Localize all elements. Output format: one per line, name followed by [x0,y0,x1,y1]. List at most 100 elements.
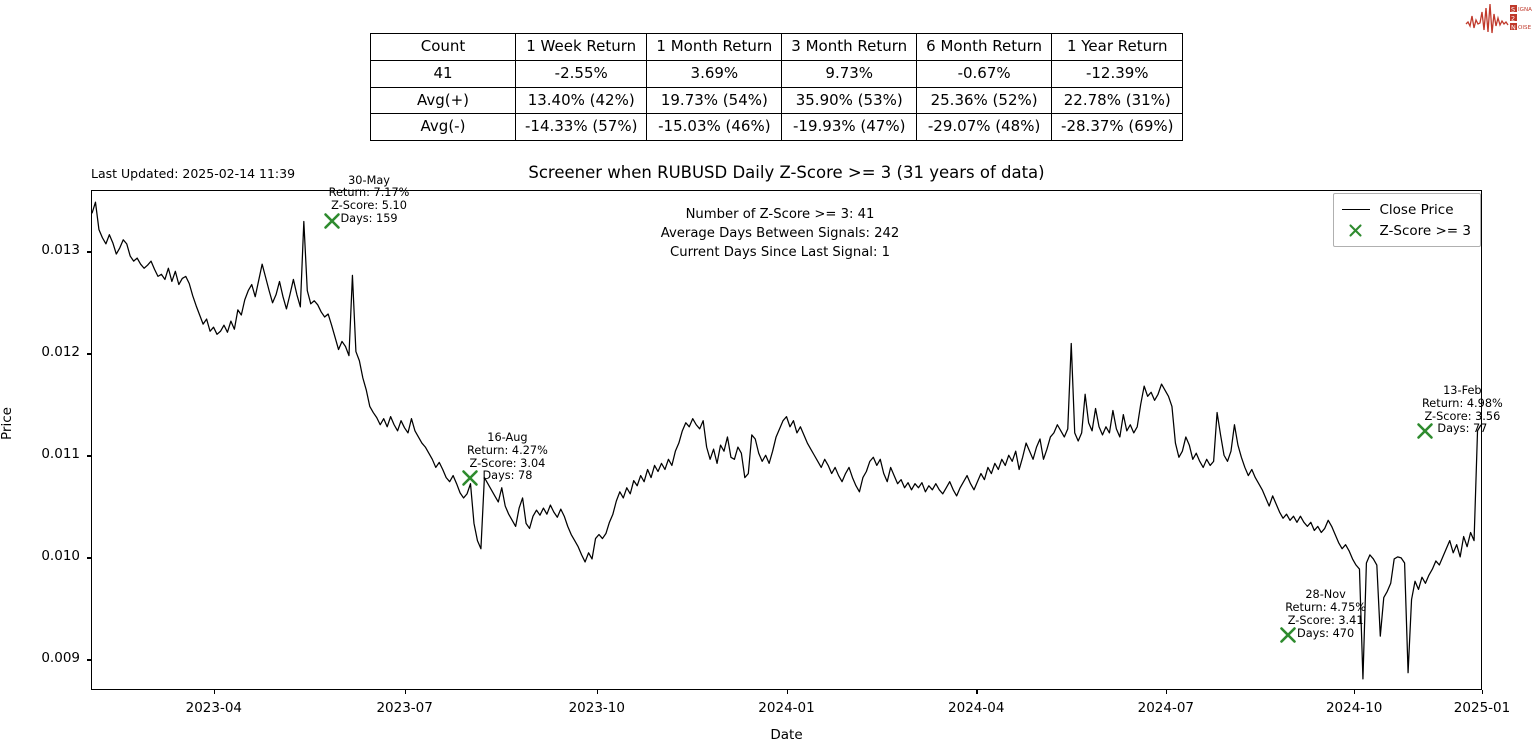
signal-annotation: 16-Aug Return: 4.27% Z-Score: 3.04 Days: 78 [467,430,548,484]
table-cell: -0.67% [916,59,1053,88]
stat-line: Number of Z-Score >= 3: 41 [685,207,875,222]
x-tick-label: 2024-04 [948,700,1005,716]
table-cell: 13.40% (42%) [514,86,648,115]
x-tick-mark [1482,690,1484,694]
x-tick-label: 2024-07 [1137,700,1195,716]
x-tick-label: 2023-10 [568,700,625,716]
table-cell: -15.03% (46%) [646,113,783,142]
x-tick-mark [404,690,406,694]
y-tick-label: 0.010 [41,548,80,565]
legend-item-close-price: Close Price [1341,199,1472,220]
chart-legend: Close Price Z-Score >= 3 [1332,193,1481,247]
returns-summary-table: Count 1 Week Return 1 Month Return 3 Month … [370,33,1184,142]
table-cell: -28.37% (69%) [1051,113,1184,142]
table-cell: -19.93% (47%) [781,113,918,142]
signal-2-noise-logo: S 2 N IGNAL OISE [1464,2,1536,36]
table-cell: 19.73% (54%) [646,86,783,115]
y-tick-label: 0.009 [41,650,80,667]
plot-area [91,190,1482,690]
annotation-line: Return: 4.27% [467,443,548,457]
y-tick-label: 0.012 [41,344,80,361]
svg-text:OISE: OISE [1518,25,1532,31]
zscore-signal-marker[interactable] [1278,625,1298,645]
svg-text:N: N [1511,23,1516,31]
annotation-line: Return: 4.75% [1285,600,1366,614]
x-tick-mark [786,690,788,694]
y-tick-mark [87,659,91,661]
table-cell: Avg(+) [370,86,516,115]
annotation-line: 13-Feb [1443,383,1482,397]
y-tick-label: 0.011 [41,446,80,463]
annotation-line: Z-Score: 5.10 [331,199,407,213]
x-marker-swatch-icon [1341,223,1371,238]
annotation-line: Days: 78 [482,469,533,483]
annotation-line: Z-Score: 3.41 [1287,613,1364,627]
table-header-row: Count 1 Week Return 1 Month Return 3 Month … [370,33,1184,61]
table-header-cell: 1 Month Return [646,33,783,61]
legend-label-zscore: Z-Score >= 3 [1379,222,1472,239]
legend-label-close-price: Close Price [1379,201,1454,218]
close-price-line [92,202,1481,679]
logo-badge-s [1510,5,1517,12]
stat-line: Average Days Between Signals: 242 [660,225,900,241]
y-tick-label: 0.013 [41,242,80,259]
table-cell: 9.73% [781,59,918,88]
x-axis-label: Date [770,727,803,743]
zscore-signal-marker[interactable] [1415,421,1435,441]
svg-text:IGNAL: IGNAL [1518,7,1532,13]
table-header-cell: 6 Month Return [916,33,1053,61]
stat-line: Current Days Since Last Signal: 1 [670,244,890,260]
y-axis-label: Price [0,407,15,440]
x-tick-label: 2023-04 [185,700,243,716]
legend-item-zscore: Z-Score >= 3 [1341,220,1472,241]
x-tick-mark [976,690,978,694]
annotation-line: 16-Aug [487,430,528,444]
signal-annotation: 13-Feb Return: 4.98% Z-Score: 3.56 Days: 77 [1421,383,1503,437]
line-swatch-icon [1341,208,1371,211]
logo-badge-n [1510,23,1517,30]
table-cell: -14.33% (57%) [514,113,648,142]
last-updated-label: Last Updated: 2025-02-14 11:39 [91,166,296,181]
x-tick-label: 2024-01 [758,700,815,716]
signal-annotation: 28-Nov Return: 4.75% Z-Score: 3.41 Days: 47… [1285,587,1366,641]
svg-text:S: S [1511,5,1515,13]
x-tick-mark [596,690,599,694]
table-cell: -12.39% [1051,59,1184,88]
table-header-cell: 3 Month Return [781,33,918,61]
zscore-signal-marker[interactable] [460,468,480,488]
logo-waveform-icon [1465,3,1509,34]
annotation-line: Days: 159 [340,212,398,226]
annotation-line: 30-May [348,173,390,187]
y-tick-mark [87,353,91,355]
annotation-line: Days: 77 [1437,422,1488,436]
summary-table-body: Count 1 Week Return 1 Month Return 3 Month … [370,33,1184,142]
y-tick-mark [87,251,91,253]
y-tick-mark [87,557,91,559]
table-cell: 41 [370,59,516,88]
x-tick-label: 2024-10 [1325,700,1383,716]
x-tick-mark [1354,690,1356,694]
annotation-line: Return: 4.98% [1421,396,1503,410]
page-title: Screener when RUBUSD Daily Z-Score >= 3 … [528,163,1045,182]
table-cell: -29.07% (48%) [916,113,1053,142]
table-header-cell: Count [370,33,516,61]
x-tick-mark [213,690,216,694]
table-cell: Avg(-) [370,113,516,142]
x-tick-label: 2025-01 [1453,700,1511,716]
logo-badge-2 [1510,14,1517,21]
x-tick-mark [1165,690,1168,694]
table-row: 41 -2.55% 3.69% 9.73% -0.67% -12.39% [370,59,1184,88]
signal-annotation: 30-May Return: 7.17% Z-Score: 5.10 Days: 15… [328,173,410,227]
x-tick-label: 2023-07 [376,700,433,716]
annotation-line: Return: 7.17% [328,186,410,200]
table-row: Avg(+) 13.40% (42%) 19.73% (54%) 35.90% (53… [370,86,1184,115]
annotation-line: Days: 470 [1297,626,1355,640]
zscore-signal-marker[interactable] [322,211,342,231]
table-header-cell: 1 Year Return [1051,33,1184,61]
signal-stats-block: Number of Z-Score >= 3: 41 Average Days B… [560,206,1000,263]
annotation-line: 28-Nov [1305,587,1346,601]
annotation-line: Z-Score: 3.04 [469,456,546,470]
annotation-line: Z-Score: 3.56 [1424,409,1501,423]
table-row: Avg(-) -14.33% (57%) -15.03% (46%) -19.93% … [370,113,1184,142]
